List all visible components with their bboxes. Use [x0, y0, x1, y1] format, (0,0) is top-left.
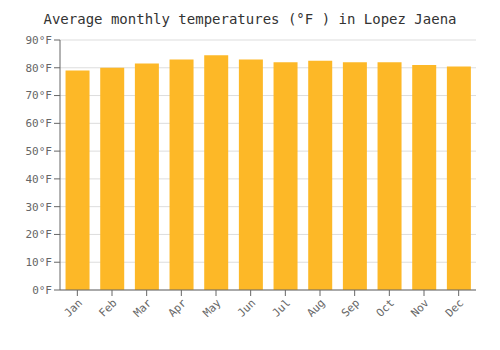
- svg-text:10°F: 10°F: [26, 256, 53, 269]
- svg-text:30°F: 30°F: [26, 201, 53, 214]
- svg-text:0°F: 0°F: [32, 284, 52, 297]
- svg-text:80°F: 80°F: [26, 62, 53, 75]
- svg-text:Jan: Jan: [62, 296, 85, 319]
- svg-text:Nov: Nov: [408, 296, 432, 320]
- svg-text:Mar: Mar: [131, 296, 155, 320]
- svg-text:Sep: Sep: [339, 296, 362, 319]
- svg-text:20°F: 20°F: [26, 228, 53, 241]
- svg-text:Aug: Aug: [304, 296, 327, 319]
- svg-text:60°F: 60°F: [26, 117, 53, 130]
- svg-text:50°F: 50°F: [26, 145, 53, 158]
- svg-text:Dec: Dec: [443, 296, 466, 319]
- svg-text:Feb: Feb: [96, 296, 119, 319]
- html-text:Average monthly temperatures (: Average monthly temperatures (°F ) in Lo…: [43, 11, 457, 27]
- svg-text:Oct: Oct: [374, 296, 397, 319]
- svg-text:May: May: [200, 296, 224, 320]
- svg-text:40°F: 40°F: [26, 173, 53, 186]
- svg-text:Jul: Jul: [270, 296, 293, 319]
- svg-text:70°F: 70°F: [26, 89, 53, 102]
- svg-text:Apr: Apr: [166, 296, 190, 320]
- svg-text:Jun: Jun: [235, 296, 258, 319]
- svg-text:90°F: 90°F: [26, 34, 53, 47]
